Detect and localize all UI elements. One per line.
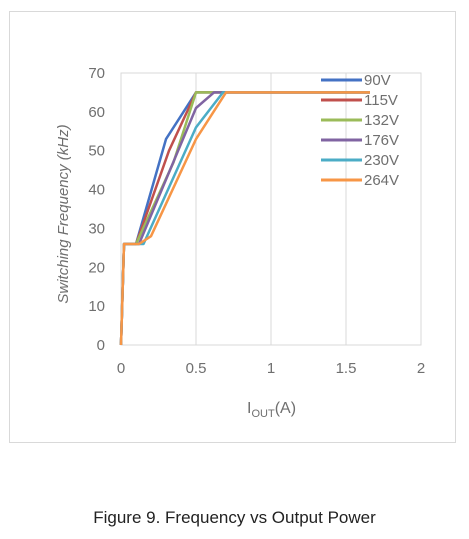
x-axis-label-unit: (A) bbox=[275, 400, 296, 417]
legend-label: 90V bbox=[364, 72, 391, 89]
figure-caption: Figure 9. Frequency vs Output Power bbox=[93, 508, 376, 527]
x-axis-label: IOUT(A) bbox=[247, 400, 296, 420]
series-line-264V bbox=[119, 91, 370, 346]
legend-label: 132V bbox=[364, 112, 399, 129]
legend-label: 264V bbox=[364, 172, 399, 189]
y-tick-label: 30 bbox=[88, 220, 105, 237]
x-tick-label: 2 bbox=[417, 360, 425, 377]
legend-label: 115V bbox=[364, 92, 398, 109]
series-lines bbox=[119, 91, 370, 346]
x-tick-label: 1.5 bbox=[336, 360, 357, 377]
legend: 90V 115V 132V 176V 230V 264V bbox=[321, 72, 399, 189]
x-axis-label-main: I bbox=[247, 400, 251, 417]
x-tick-label: 1 bbox=[267, 360, 275, 377]
y-tick-label: 10 bbox=[88, 298, 105, 315]
legend-label: 230V bbox=[364, 152, 399, 169]
x-tick-label: 0 bbox=[117, 360, 125, 377]
y-tick-label: 50 bbox=[88, 143, 105, 160]
chart-panel: 0 0.5 1 1.5 2 0 10 20 30 40 50 60 70 90V 115V 132V 176V… bbox=[9, 11, 456, 443]
grid bbox=[120, 72, 422, 346]
x-axis-label-sub: OUT bbox=[251, 408, 275, 420]
y-tick-label: 40 bbox=[88, 182, 105, 199]
x-tick-label: 0.5 bbox=[186, 360, 207, 377]
y-tick-label: 70 bbox=[88, 65, 105, 82]
y-tick-label: 0 bbox=[97, 337, 105, 354]
legend-label: 176V bbox=[364, 132, 399, 149]
y-axis-label: Switching Frequency (kHz) bbox=[55, 124, 72, 303]
y-tick-label: 20 bbox=[88, 259, 105, 276]
y-tick-label: 60 bbox=[88, 104, 105, 121]
